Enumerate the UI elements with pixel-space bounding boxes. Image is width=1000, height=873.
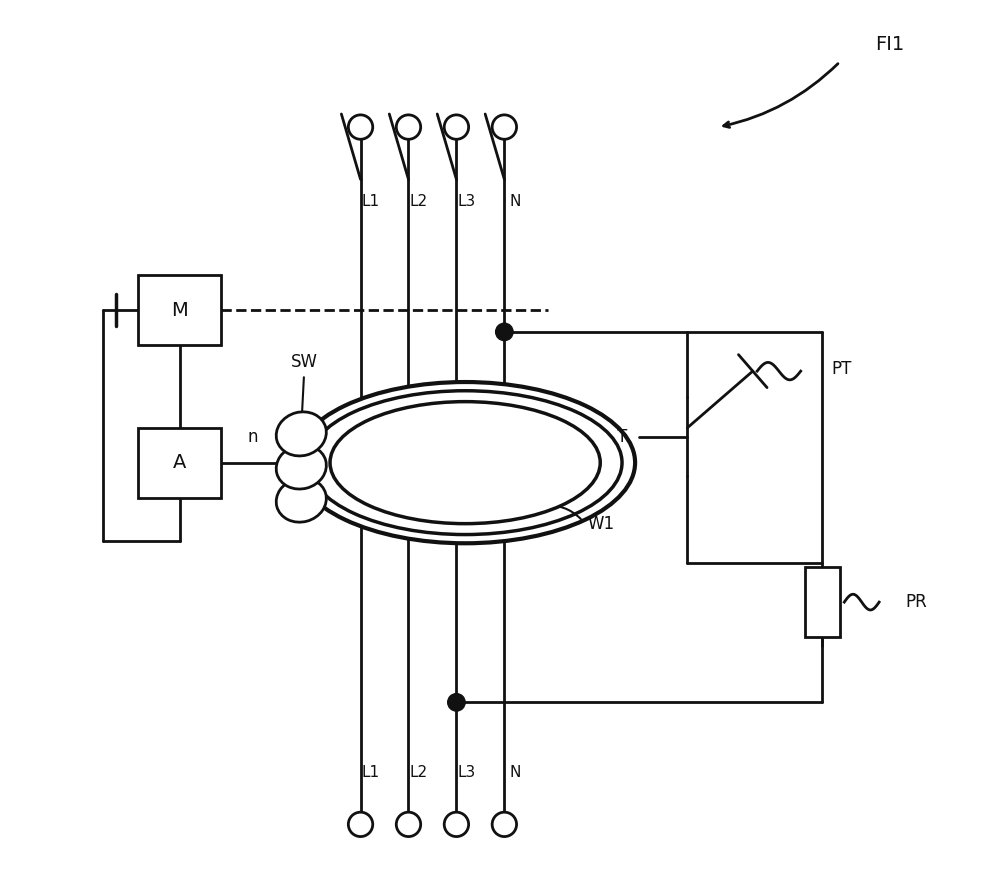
Text: L2: L2: [410, 765, 428, 780]
Text: SW: SW: [290, 354, 317, 371]
Circle shape: [492, 115, 517, 140]
Text: FI1: FI1: [875, 35, 904, 54]
Text: N: N: [509, 194, 521, 209]
Ellipse shape: [330, 402, 600, 524]
Circle shape: [444, 812, 469, 836]
Text: N: N: [509, 765, 521, 780]
Text: M: M: [171, 300, 188, 320]
Ellipse shape: [276, 445, 326, 489]
Circle shape: [348, 115, 373, 140]
Text: n: n: [247, 428, 258, 445]
Circle shape: [496, 323, 513, 340]
Text: L1: L1: [362, 194, 380, 209]
Bar: [805, 567, 840, 637]
Text: L2: L2: [410, 194, 428, 209]
Ellipse shape: [308, 391, 622, 534]
Ellipse shape: [391, 430, 539, 496]
Bar: [138, 275, 221, 345]
Text: T: T: [617, 428, 627, 445]
Ellipse shape: [295, 382, 635, 543]
Circle shape: [444, 115, 469, 140]
Ellipse shape: [276, 478, 326, 522]
Text: L1: L1: [362, 765, 380, 780]
Text: L3: L3: [458, 765, 476, 780]
Text: PR: PR: [905, 593, 927, 611]
Circle shape: [396, 812, 421, 836]
Text: L3: L3: [458, 194, 476, 209]
Circle shape: [492, 812, 517, 836]
Text: PT: PT: [831, 360, 852, 377]
Text: W1: W1: [587, 515, 614, 533]
Circle shape: [448, 694, 465, 711]
Bar: [138, 428, 221, 498]
Circle shape: [348, 812, 373, 836]
Circle shape: [396, 115, 421, 140]
Ellipse shape: [276, 412, 326, 456]
Text: A: A: [173, 453, 186, 472]
